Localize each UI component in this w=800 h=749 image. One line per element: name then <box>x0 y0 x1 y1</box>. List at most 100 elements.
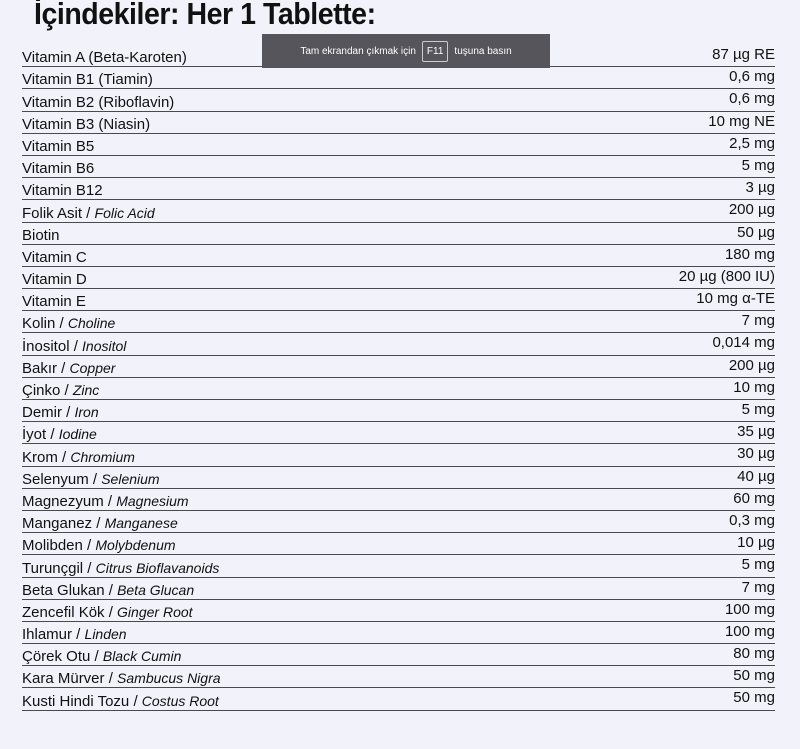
ingredient-name-tr: Beta Glukan / <box>22 581 118 599</box>
ingredient-name: Folik Asit / Folic Acid <box>22 205 155 222</box>
ingredient-name-tr: Biotin <box>22 226 60 244</box>
ingredient-name-en: Molybdenum <box>95 537 176 554</box>
table-row: Vitamin B3 (Niasin) 10 mg NE <box>22 112 775 134</box>
ingredient-amount: 10 µg <box>737 534 775 552</box>
ingredient-name-en: Beta Glucan <box>117 581 195 598</box>
ingredient-name: Çinko / Zinc <box>22 382 99 399</box>
ingredient-name-tr: Vitamin B5 <box>22 137 95 155</box>
ingredient-name: İyot / Iodine <box>22 426 97 443</box>
table-row: Zencefil Kök / Ginger Root 100 mg <box>22 600 775 622</box>
ingredient-amount: 50 µg <box>737 223 775 241</box>
ingredient-amount: 20 µg (800 IU) <box>678 267 775 285</box>
table-row: Folik Asit / Folic Acid 200 µg <box>22 200 775 223</box>
ingredient-name-en: Selenium <box>101 470 160 487</box>
table-row: İnositol / Inositol 0,014 mg <box>22 333 775 356</box>
ingredient-name: Magnezyum / Magnesium <box>22 493 189 510</box>
ingredient-name: Ihlamur / Linden <box>22 626 127 643</box>
ingredient-amount: 0,3 mg <box>729 511 775 529</box>
ingredient-name-en: Costus Root <box>141 692 219 709</box>
ingredient-name-en: Choline <box>67 315 116 332</box>
ingredient-name: Krom / Chromium <box>22 449 135 466</box>
ingredient-name-tr: Vitamin C <box>22 248 87 266</box>
ingredient-amount: 10 mg <box>733 378 775 396</box>
table-row: Çinko / Zinc 10 mg <box>22 378 775 400</box>
table-row: Vitamin B2 (Riboflavin) 0,6 mg <box>22 89 775 112</box>
notice-text-before: Tam ekrandan çıkmak için <box>300 45 416 57</box>
f11-key: F11 <box>421 40 449 62</box>
table-row: Biotin 50 µg <box>22 223 775 245</box>
fullscreen-exit-notice: Tam ekrandan çıkmak için F11 tuşuna bası… <box>262 34 550 68</box>
ingredient-name-tr: Kolin / <box>22 315 68 333</box>
ingredient-amount: 10 mg NE <box>708 112 775 130</box>
ingredient-amount: 7 mg <box>741 578 775 596</box>
table-row: Bakır / Copper 200 µg <box>22 356 775 378</box>
table-row: Demir / Iron 5 mg <box>22 400 775 423</box>
ingredient-name: Molibden / Molybdenum <box>22 537 176 554</box>
ingredient-amount: 0,014 mg <box>712 334 775 352</box>
ingredient-name-en: Linden <box>84 626 127 643</box>
ingredient-name: Çörek Otu / Black Cumin <box>22 648 181 665</box>
ingredient-name-en: Iodine <box>58 426 97 443</box>
ingredient-name-tr: Vitamin E <box>22 293 86 311</box>
ingredient-name-tr: Demir / <box>22 404 75 422</box>
ingredient-name-en: Black Cumin <box>102 648 182 665</box>
table-row: Vitamin D 20 µg (800 IU) <box>22 267 775 290</box>
ingredient-name-tr: Folik Asit / <box>22 204 95 222</box>
ingredient-name: Vitamin B6 <box>22 160 94 177</box>
ingredient-amount: 80 mg <box>733 645 775 663</box>
ingredient-name: Biotin <box>22 227 60 244</box>
ingredient-name: Manganez / Manganese <box>22 515 178 532</box>
ingredient-name: Vitamin B2 (Riboflavin) <box>22 94 174 111</box>
table-row: Vitamin B1 (Tiamin) 0,6 mg <box>22 67 775 90</box>
ingredient-name-en: Copper <box>69 359 116 376</box>
ingredient-name: Vitamin D <box>22 271 87 288</box>
ingredient-amount: 87 µg RE <box>712 46 775 63</box>
ingredient-name-en: Iron <box>74 404 99 421</box>
ingredient-amount: 200 µg <box>728 356 775 374</box>
ingredient-amount: 180 mg <box>724 245 775 263</box>
ingredient-amount: 0,6 mg <box>729 68 775 86</box>
ingredient-amount: 5 mg <box>741 401 775 418</box>
ingredient-name-tr: Vitamin D <box>22 271 87 289</box>
ingredient-name-en: Citrus Bioflavanoids <box>95 559 220 576</box>
ingredient-name-tr: Kusti Hindi Tozu / <box>22 692 142 710</box>
ingredient-amount: 60 mg <box>733 489 775 507</box>
ingredient-name-tr: Ihlamur / <box>22 626 85 644</box>
ingredient-amount: 5 mg <box>741 556 775 574</box>
ingredient-name-en: Folic Acid <box>94 204 155 221</box>
table-row: Vitamin C 180 mg <box>22 245 775 267</box>
ingredient-name-tr: Vitamin B6 <box>22 160 95 178</box>
ingredient-name: Vitamin B5 <box>22 138 94 155</box>
ingredient-name: Zencefil Kök / Ginger Root <box>22 604 193 621</box>
ingredient-name-en: Ginger Root <box>117 603 193 620</box>
ingredient-name-en: Manganese <box>104 515 178 532</box>
ingredient-name: İnositol / Inositol <box>22 338 126 355</box>
ingredient-name-tr: Selenyum / <box>22 470 102 488</box>
table-row: Vitamin E 10 mg α-TE <box>22 289 775 312</box>
ingredient-amount: 0,6 mg <box>729 90 775 108</box>
ingredient-name-tr: İyot / <box>22 426 59 444</box>
page-title: İçindekiler: Her 1 Tablette: <box>34 0 376 31</box>
ingredient-amount: 7 mg <box>741 312 775 330</box>
ingredient-amount: 200 µg <box>728 201 775 219</box>
ingredient-amount: 2,5 mg <box>729 134 775 152</box>
ingredient-name-tr: Vitamin B12 <box>22 182 103 200</box>
table-row: İyot / Iodine 35 µg <box>22 422 775 445</box>
ingredient-amount: 50 mg <box>733 689 775 707</box>
table-row: Vitamin B6 5 mg <box>22 156 775 179</box>
table-row: Çörek Otu / Black Cumin 80 mg <box>22 644 775 667</box>
ingredient-name-tr: Molibden / <box>22 537 96 555</box>
ingredient-name: Kolin / Choline <box>22 315 115 332</box>
ingredient-name-tr: Turunçgil / <box>22 559 96 577</box>
table-row: Molibden / Molybdenum 10 µg <box>22 533 775 556</box>
ingredient-name: Turunçgil / Citrus Bioflavanoids <box>22 560 219 577</box>
ingredient-name: Vitamin C <box>22 249 87 266</box>
table-row: Vitamin B12 3 µg <box>22 178 775 201</box>
ingredient-amount: 40 µg <box>737 467 775 485</box>
table-row: Selenyum / Selenium 40 µg <box>22 467 775 489</box>
ingredient-name-en: Sambucus Nigra <box>117 670 221 687</box>
table-row: Kara Mürver / Sambucus Nigra 50 mg <box>22 666 775 689</box>
ingredient-amount: 5 mg <box>741 156 775 174</box>
table-row: Kusti Hindi Tozu / Costus Root 50 mg <box>22 688 775 711</box>
ingredient-amount: 35 µg <box>737 423 775 441</box>
